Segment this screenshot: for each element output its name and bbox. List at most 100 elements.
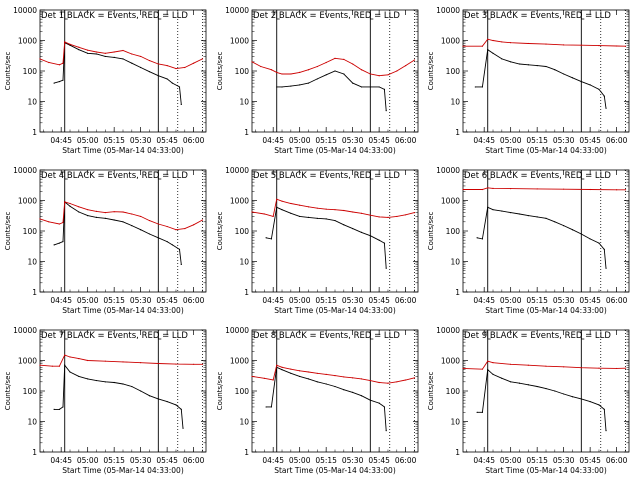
data-point-lld: [527, 42, 529, 45]
data-point-lld: [360, 69, 363, 71]
data-point-events: [87, 378, 89, 380]
panel-det-6: Det 6 BLACK = Events, RED = LLD 1 10 100 100…: [427, 166, 630, 315]
data-point-events: [369, 399, 371, 401]
data-point-events: [122, 383, 124, 385]
data-point-lld: [87, 359, 89, 362]
data-point-events: [307, 216, 310, 218]
panel-title: Det 3 BLACK = Events, RED = LLD: [464, 11, 611, 21]
data-point-lld: [396, 70, 398, 72]
data-point-lld: [387, 382, 389, 384]
data-point-lld: [263, 377, 265, 379]
data-point-events: [580, 233, 582, 235]
x-axis-label: Start Time (05-Mar-14 04:33:00): [485, 306, 607, 315]
data-point-lld: [251, 375, 253, 378]
data-point-lld: [481, 45, 484, 47]
data-point-lld: [378, 75, 380, 77]
x-tick-label: 05:45: [368, 456, 390, 465]
series-line-lld: [251, 57, 415, 77]
data-point-lld: [276, 364, 278, 366]
x-tick-label: 05:00: [500, 136, 522, 145]
data-point-lld: [580, 44, 582, 46]
data-point-lld: [299, 370, 301, 372]
data-point-lld: [175, 67, 177, 70]
x-axis-label: Start Time (05-Mar-14 04:33:00): [485, 466, 607, 475]
data-point-events: [69, 205, 71, 207]
data-point-lld: [251, 211, 253, 213]
data-point-events: [571, 77, 574, 79]
data-point-events: [53, 244, 55, 246]
data-point-lld: [148, 219, 151, 222]
data-point-events: [166, 78, 168, 80]
y-tick-label: 100: [235, 227, 250, 236]
x-axis-label: Start Time (05-Mar-14 04:33:00): [62, 306, 184, 315]
x-tick-label: 04:45: [262, 296, 284, 305]
data-point-events: [299, 375, 301, 378]
panel-title: Det 7 BLACK = Events, RED = LLD: [41, 331, 188, 341]
data-point-events: [378, 239, 380, 241]
x-tick-label: 06:00: [606, 456, 628, 465]
y-tick-label: 1000: [18, 37, 37, 46]
x-tick-label: 06:00: [395, 296, 417, 305]
data-point-lld: [616, 367, 618, 370]
data-point-events: [571, 396, 574, 398]
data-point-events: [545, 217, 547, 219]
data-point-events: [290, 85, 292, 87]
data-point-lld: [290, 202, 292, 205]
data-point-events: [378, 86, 380, 88]
data-point-lld: [122, 49, 124, 52]
data-point-events: [140, 66, 142, 69]
data-point-events: [131, 225, 133, 227]
x-tick-label: 05:00: [289, 296, 311, 305]
interval-bracket: [484, 171, 491, 180]
y-tick-label: 100: [235, 387, 250, 396]
data-point-lld: [87, 209, 89, 211]
data-point-events: [343, 73, 345, 75]
x-tick-label: 04:45: [50, 136, 72, 145]
x-tick-label: 05:30: [130, 456, 152, 465]
data-point-events: [113, 56, 115, 58]
y-tick-label: 1: [244, 288, 249, 297]
x-tick-label: 05:30: [342, 456, 364, 465]
y-tick-label: 10: [27, 98, 37, 107]
data-point-lld: [104, 52, 106, 54]
data-point-lld: [64, 201, 66, 203]
data-point-lld: [387, 216, 389, 218]
series-line-events: [54, 363, 184, 429]
y-axis-label: Counts/sec: [216, 212, 224, 251]
data-point-events: [325, 383, 327, 385]
data-point-lld: [598, 367, 600, 369]
data-point-events: [383, 406, 386, 408]
data-point-events: [554, 221, 556, 223]
y-tick-label: 1000: [18, 197, 37, 206]
y-tick-label: 10: [239, 418, 249, 427]
x-tick-label: 05:00: [289, 456, 311, 465]
x-tick-label: 05:15: [315, 136, 337, 145]
x-tick-label: 05:15: [103, 456, 125, 465]
panel-title: Det 2 BLACK = Events, RED = LLD: [253, 11, 400, 21]
interval-bracket: [578, 171, 585, 180]
data-point-events: [352, 227, 354, 230]
data-point-events: [352, 82, 354, 84]
data-point-lld: [316, 65, 318, 68]
data-point-events: [334, 219, 336, 222]
data-point-lld: [175, 363, 177, 365]
x-tick-label: 05:00: [77, 296, 99, 305]
data-point-events: [104, 217, 106, 219]
data-point-lld: [352, 63, 354, 65]
data-point-events: [104, 55, 106, 58]
data-point-events: [563, 225, 565, 227]
y-tick-label: 1: [32, 288, 37, 297]
data-point-lld: [175, 229, 177, 231]
data-point-events: [157, 75, 159, 77]
data-point-lld: [51, 365, 53, 367]
data-point-events: [369, 86, 371, 88]
data-point-lld: [316, 207, 318, 209]
series-line-lld: [251, 364, 415, 384]
data-point-events: [518, 63, 521, 65]
x-tick-label: 04:45: [473, 136, 495, 145]
y-tick-label: 10000: [225, 166, 249, 175]
x-tick-label: 05:15: [103, 136, 125, 145]
panel-title: Det 8 BLACK = Events, RED = LLD: [253, 331, 400, 341]
data-point-events: [276, 86, 278, 88]
data-point-events: [605, 107, 607, 109]
